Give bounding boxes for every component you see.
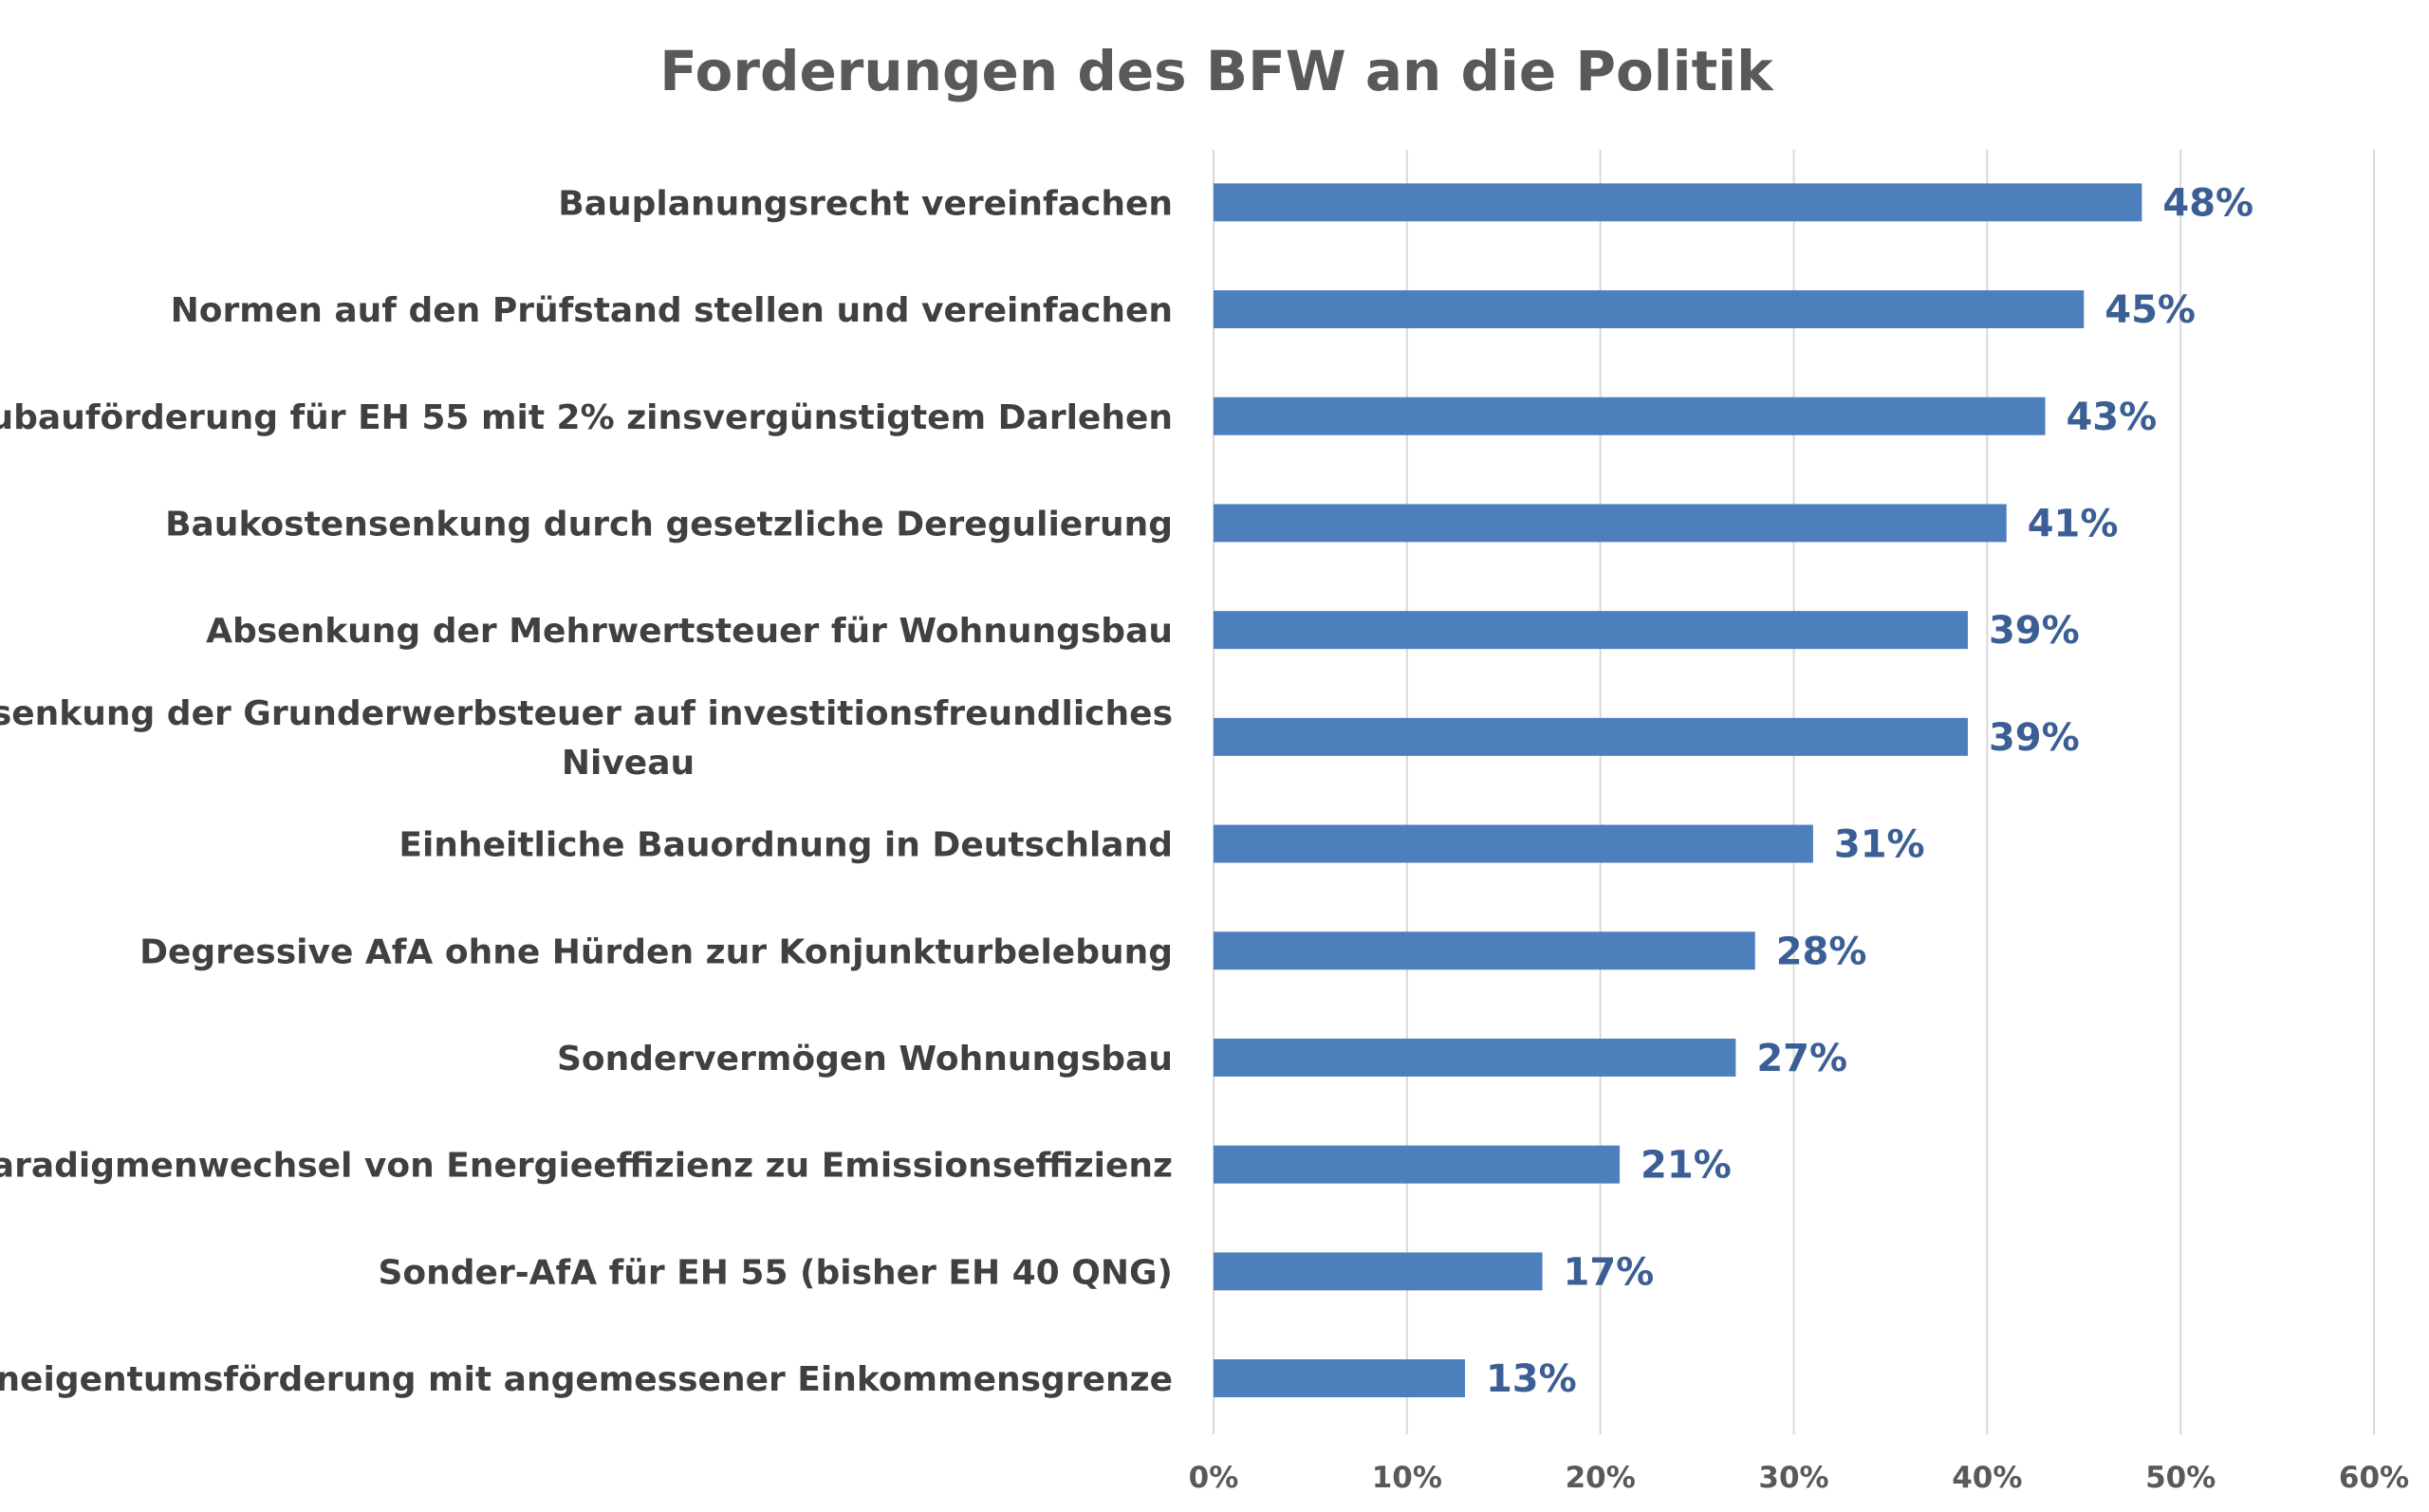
- category-label: Absenkung der Mehrwertsteuer für Wohnung…: [206, 612, 1173, 651]
- category-label: Neubauförderung für EH 55 mit 2% zinsver…: [0, 398, 1173, 437]
- bar: [1214, 824, 1813, 863]
- data-labels: 48% 45% 43% 41% 39% 39% 31% 28% 27% 21% 17% 13%: [1486, 181, 2253, 1401]
- category-label: Bauplanungsrecht vereinfachen: [558, 184, 1173, 223]
- x-tick-label: 40%: [1952, 1461, 2022, 1495]
- data-label: 39%: [1989, 609, 2080, 653]
- bar: [1214, 290, 2085, 329]
- gridlines: [1213, 150, 2375, 1434]
- x-tick-label: 50%: [2145, 1461, 2216, 1495]
- data-label: 43%: [2066, 396, 2157, 439]
- data-label: 39%: [1989, 716, 2080, 760]
- category-label: Normen auf den Prüfstand stellen und ver…: [171, 291, 1173, 330]
- bar: [1214, 611, 1968, 650]
- category-label: Degressive AfA ohne Hürden zur Konjunktu…: [139, 932, 1173, 971]
- bar: [1214, 717, 1968, 756]
- bar: [1214, 1145, 1621, 1184]
- x-tick-label: 0%: [1189, 1461, 1239, 1495]
- category-label: Niveau: [562, 744, 695, 783]
- category-label: Paradigmenwechsel von Energieeffizienz z…: [0, 1147, 1173, 1186]
- bar: [1214, 396, 2046, 435]
- bar: [1214, 183, 2142, 222]
- category-labels: Bauplanungsrecht vereinfachen Normen auf …: [0, 184, 1173, 1399]
- bar: [1214, 1359, 1465, 1398]
- bars: [1214, 183, 2142, 1398]
- data-label: 27%: [1756, 1037, 1847, 1080]
- category-label: Sondervermögen Wohnungsbau: [557, 1040, 1173, 1079]
- bar: [1214, 1252, 1543, 1291]
- data-label: 28%: [1776, 930, 1867, 973]
- data-label: 45%: [2105, 288, 2196, 332]
- data-label: 31%: [1834, 823, 1925, 867]
- data-label: 41%: [2028, 502, 2119, 545]
- data-label: 17%: [1564, 1250, 1655, 1294]
- bar: [1214, 1038, 1736, 1077]
- data-label: 48%: [2162, 181, 2253, 225]
- category-label: Baukostensenkung durch gesetzliche Dereg…: [165, 505, 1173, 544]
- x-tick-label: 60%: [2339, 1461, 2409, 1495]
- x-tick-label: 20%: [1566, 1461, 1636, 1495]
- data-label: 21%: [1641, 1144, 1732, 1188]
- data-label: 13%: [1486, 1357, 1577, 1401]
- category-label: Absenkung der Grunderwerbsteuer auf inve…: [0, 694, 1173, 733]
- bar: [1214, 504, 2007, 543]
- x-axis-tick-labels: 0% 10% 20% 30% 40% 50% 60%: [1189, 1461, 2409, 1495]
- category-label: Sonder-AfA für EH 55 (bisher EH 40 QNG): [379, 1253, 1174, 1292]
- x-tick-label: 10%: [1372, 1461, 1442, 1495]
- chart-title: Forderungen des BFW an die Politik: [659, 39, 1774, 103]
- category-label: Wohneigentumsförderung mit angemessener …: [0, 1360, 1173, 1399]
- bar: [1214, 931, 1755, 970]
- x-tick-label: 30%: [1758, 1461, 1828, 1495]
- category-label: Einheitliche Bauordnung in Deutschland: [399, 826, 1173, 865]
